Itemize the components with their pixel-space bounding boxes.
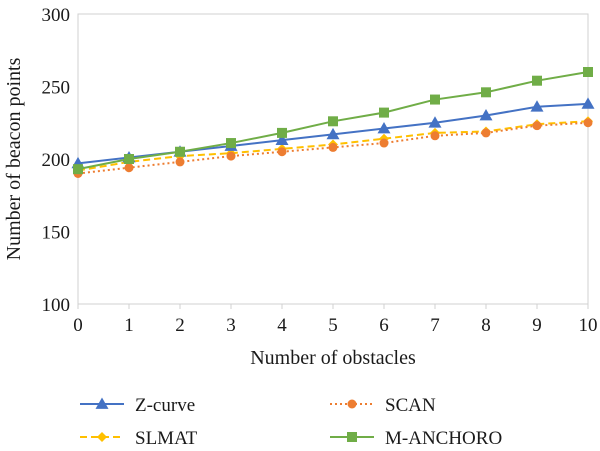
data-point	[277, 127, 287, 138]
data-point	[532, 75, 542, 86]
data-point	[328, 116, 338, 127]
legend-marker	[347, 399, 357, 409]
data-point	[430, 131, 440, 141]
series-scan	[73, 118, 593, 178]
legend-marker	[347, 432, 357, 442]
data-point	[226, 151, 236, 161]
x-tick-label: 6	[379, 315, 389, 336]
data-point	[583, 67, 593, 77]
y-tick-label: 200	[42, 150, 71, 171]
data-point	[175, 146, 185, 157]
data-point	[379, 138, 389, 148]
x-tick-label: 3	[226, 315, 236, 336]
data-point	[479, 109, 493, 121]
x-tick-label: 8	[481, 315, 491, 336]
x-tick-label: 9	[532, 315, 542, 336]
data-point	[226, 138, 236, 149]
legend-marker	[95, 397, 109, 409]
legend-item: Z-curve	[80, 395, 195, 416]
data-point	[326, 127, 340, 140]
legend-label: SCAN	[385, 395, 436, 416]
data-point	[532, 121, 542, 131]
legend: Z-curve SCAN SLMAT M-ANCHORO	[80, 395, 502, 449]
x-axis-label: Number of obstacles	[250, 347, 416, 369]
data-point	[430, 94, 440, 105]
x-tick-label: 2	[175, 315, 185, 336]
data-point	[379, 107, 389, 118]
x-tick-label: 0	[73, 315, 83, 336]
data-point	[581, 97, 595, 109]
series-z-curve	[71, 97, 595, 169]
y-tick-label: 250	[42, 78, 71, 99]
y-tick-label: 100	[42, 295, 71, 316]
data-point	[530, 100, 544, 112]
data-point	[275, 133, 289, 146]
data-point	[277, 147, 287, 157]
y-tick-label: 150	[42, 223, 71, 244]
legend-item: M-ANCHORO	[330, 428, 502, 449]
data-point	[583, 118, 593, 128]
data-point	[481, 87, 491, 98]
legend-label: M-ANCHORO	[385, 428, 502, 449]
legend-label: Z-curve	[135, 395, 195, 416]
x-tick-label: 5	[328, 315, 338, 336]
x-axis: 0 1 2 3 4 5 6 7 8 9 10	[73, 304, 598, 336]
series-m-anchoro	[73, 67, 593, 175]
data-point	[175, 157, 185, 167]
data-point	[481, 128, 491, 138]
data-point	[328, 142, 338, 152]
y-axis-label: Number of beacon points	[3, 57, 25, 260]
legend-label: SLMAT	[135, 428, 198, 449]
data-point	[428, 116, 442, 128]
series-layer	[71, 67, 595, 178]
legend-item: SLMAT	[80, 428, 198, 449]
y-axis: 100 150 200 250 300	[42, 5, 71, 316]
x-tick-label: 4	[277, 315, 287, 336]
data-point	[73, 164, 83, 175]
legend-marker	[97, 432, 107, 442]
data-point	[124, 154, 134, 164]
data-point	[377, 122, 391, 134]
x-tick-label: 1	[124, 315, 134, 336]
y-tick-label: 300	[42, 5, 71, 26]
legend-item: SCAN	[330, 395, 436, 416]
data-point	[124, 163, 134, 173]
x-tick-label: 7	[430, 315, 440, 336]
x-tick-label: 10	[579, 315, 598, 336]
